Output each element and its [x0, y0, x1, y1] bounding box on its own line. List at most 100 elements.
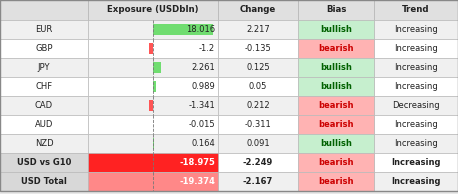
- Bar: [374, 172, 458, 191]
- Bar: [88, 134, 218, 153]
- Text: -2.167: -2.167: [243, 177, 273, 186]
- Bar: [218, 58, 298, 77]
- Text: 18.016: 18.016: [186, 25, 215, 34]
- Bar: [218, 39, 298, 58]
- Text: bullish: bullish: [320, 139, 352, 148]
- Bar: [88, 58, 218, 77]
- Text: Increasing: Increasing: [394, 82, 438, 91]
- Bar: [374, 0, 458, 20]
- Text: 0.05: 0.05: [249, 82, 267, 91]
- Text: -0.015: -0.015: [188, 120, 215, 129]
- Bar: [218, 20, 298, 39]
- Bar: [0, 172, 88, 191]
- Bar: [298, 96, 374, 115]
- Bar: [298, 134, 374, 153]
- Text: -1.2: -1.2: [199, 44, 215, 53]
- Text: bearish: bearish: [318, 158, 354, 167]
- Text: CHF: CHF: [35, 82, 53, 91]
- Bar: [88, 39, 218, 58]
- Bar: [298, 77, 374, 96]
- Bar: [298, 153, 374, 172]
- Bar: [374, 153, 458, 172]
- Text: Bias: Bias: [326, 5, 346, 15]
- Bar: [153, 24, 213, 35]
- Text: USD Total: USD Total: [21, 177, 67, 186]
- Bar: [88, 96, 218, 115]
- Text: -2.249: -2.249: [243, 158, 273, 167]
- Bar: [0, 77, 88, 96]
- Bar: [149, 43, 153, 54]
- Bar: [0, 39, 88, 58]
- Bar: [374, 115, 458, 134]
- Text: 2.261: 2.261: [191, 63, 215, 72]
- Text: Trend: Trend: [402, 5, 430, 15]
- Text: JPY: JPY: [38, 63, 50, 72]
- Bar: [0, 20, 88, 39]
- Bar: [374, 39, 458, 58]
- Bar: [0, 153, 88, 172]
- Bar: [298, 58, 374, 77]
- Bar: [298, 39, 374, 58]
- Text: CAD: CAD: [35, 101, 53, 110]
- Bar: [153, 81, 156, 92]
- Bar: [298, 134, 374, 153]
- Bar: [88, 153, 218, 172]
- Text: bearish: bearish: [318, 120, 354, 129]
- Bar: [374, 134, 458, 153]
- Bar: [88, 115, 218, 134]
- Bar: [374, 96, 458, 115]
- Bar: [298, 58, 374, 77]
- Bar: [88, 172, 218, 191]
- Text: EUR: EUR: [35, 25, 53, 34]
- Bar: [298, 153, 374, 172]
- Text: bullish: bullish: [320, 82, 352, 91]
- Text: -1.341: -1.341: [188, 101, 215, 110]
- Bar: [218, 0, 298, 20]
- Bar: [218, 134, 298, 153]
- Text: bullish: bullish: [320, 63, 352, 72]
- Bar: [298, 172, 374, 191]
- Text: Increasing: Increasing: [394, 44, 438, 53]
- Text: Decreasing: Decreasing: [392, 101, 440, 110]
- Bar: [0, 96, 88, 115]
- Bar: [374, 77, 458, 96]
- Text: 2.217: 2.217: [246, 25, 270, 34]
- Text: Increasing: Increasing: [391, 177, 441, 186]
- Bar: [0, 58, 88, 77]
- Text: 0.212: 0.212: [246, 101, 270, 110]
- Text: Increasing: Increasing: [394, 120, 438, 129]
- Bar: [298, 0, 374, 20]
- Bar: [88, 172, 218, 191]
- Bar: [218, 172, 298, 191]
- Text: 0.091: 0.091: [246, 139, 270, 148]
- Bar: [0, 134, 88, 153]
- Bar: [374, 20, 458, 39]
- Text: bearish: bearish: [318, 101, 354, 110]
- Text: 0.125: 0.125: [246, 63, 270, 72]
- Bar: [298, 172, 374, 191]
- Bar: [298, 96, 374, 115]
- Bar: [218, 153, 298, 172]
- Text: bearish: bearish: [318, 44, 354, 53]
- Bar: [218, 77, 298, 96]
- Bar: [298, 115, 374, 134]
- Text: 0.989: 0.989: [191, 82, 215, 91]
- Bar: [88, 77, 218, 96]
- Bar: [88, 153, 218, 172]
- Text: Increasing: Increasing: [394, 139, 438, 148]
- Text: Change: Change: [240, 5, 276, 15]
- Text: -0.311: -0.311: [245, 120, 272, 129]
- Bar: [298, 20, 374, 39]
- Text: -18.975: -18.975: [179, 158, 215, 167]
- Bar: [88, 0, 218, 20]
- Text: bullish: bullish: [320, 25, 352, 34]
- Text: GBP: GBP: [35, 44, 53, 53]
- Bar: [153, 138, 154, 149]
- Text: bearish: bearish: [318, 177, 354, 186]
- Bar: [218, 96, 298, 115]
- Text: Exposure (USDbln): Exposure (USDbln): [107, 5, 199, 15]
- Bar: [148, 100, 153, 111]
- Bar: [298, 20, 374, 39]
- Bar: [0, 115, 88, 134]
- Text: 0.164: 0.164: [191, 139, 215, 148]
